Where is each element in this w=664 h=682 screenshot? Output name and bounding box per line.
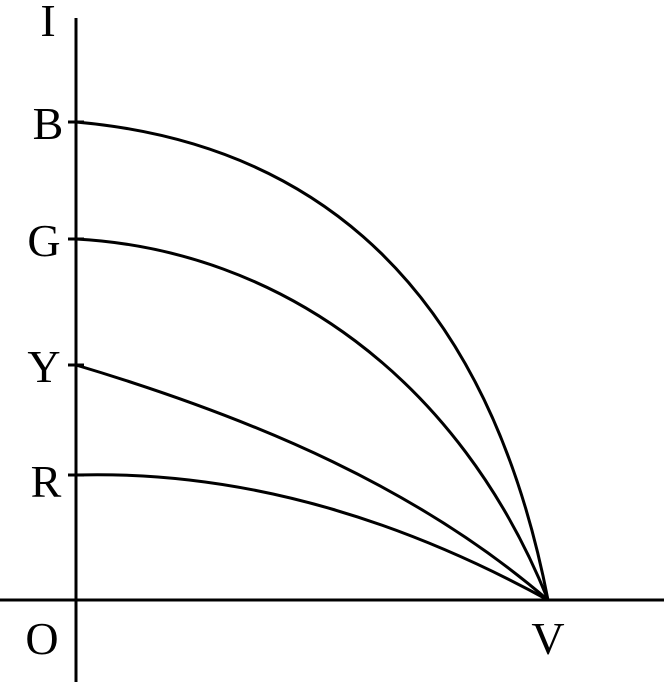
curve-b xyxy=(75,120,550,601)
curve-y xyxy=(75,363,549,602)
curve-r xyxy=(75,473,549,602)
y-axis-label: I xyxy=(40,0,55,46)
curve-label-r: R xyxy=(31,456,62,507)
curve-label-g: G xyxy=(27,215,60,266)
curve-label-b: B xyxy=(33,98,64,149)
x-end-label: V xyxy=(531,613,564,664)
origin-label: O xyxy=(25,613,58,664)
curve-label-y: Y xyxy=(27,341,60,392)
curve-g xyxy=(75,237,550,601)
